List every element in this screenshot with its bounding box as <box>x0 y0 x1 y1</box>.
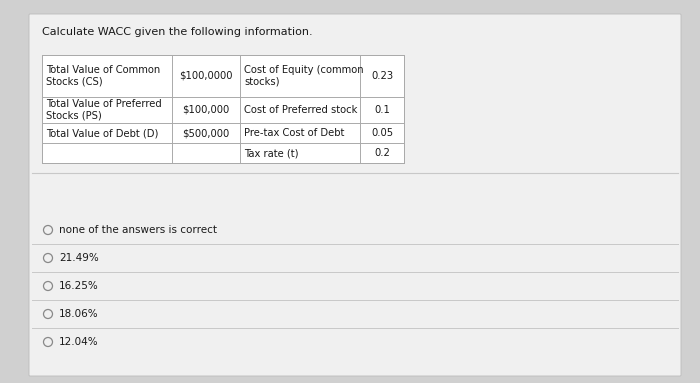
Text: Cost of Preferred stock: Cost of Preferred stock <box>244 105 358 115</box>
Text: 16.25%: 16.25% <box>59 281 99 291</box>
Text: Calculate WACC given the following information.: Calculate WACC given the following infor… <box>42 27 313 37</box>
FancyBboxPatch shape <box>29 14 681 376</box>
Text: 0.1: 0.1 <box>374 105 390 115</box>
Text: Tax rate (t): Tax rate (t) <box>244 148 298 158</box>
Text: $100,0000: $100,0000 <box>179 71 232 81</box>
Text: 0.05: 0.05 <box>371 128 393 138</box>
Text: Total Value of Debt (D): Total Value of Debt (D) <box>46 128 158 138</box>
Text: Total Value of Common
Stocks (CS): Total Value of Common Stocks (CS) <box>46 65 160 87</box>
Text: 12.04%: 12.04% <box>59 337 99 347</box>
Text: Pre-tax Cost of Debt: Pre-tax Cost of Debt <box>244 128 344 138</box>
Text: $500,000: $500,000 <box>183 128 230 138</box>
Text: 0.2: 0.2 <box>374 148 390 158</box>
Text: Total Value of Preferred
Stocks (PS): Total Value of Preferred Stocks (PS) <box>46 99 162 121</box>
Text: 0.23: 0.23 <box>371 71 393 81</box>
Bar <box>42 55 404 163</box>
Text: none of the answers is correct: none of the answers is correct <box>59 225 217 235</box>
Text: 21.49%: 21.49% <box>59 253 99 263</box>
Text: Cost of Equity (common
stocks): Cost of Equity (common stocks) <box>244 65 363 87</box>
Text: 18.06%: 18.06% <box>59 309 99 319</box>
Text: $100,000: $100,000 <box>183 105 230 115</box>
